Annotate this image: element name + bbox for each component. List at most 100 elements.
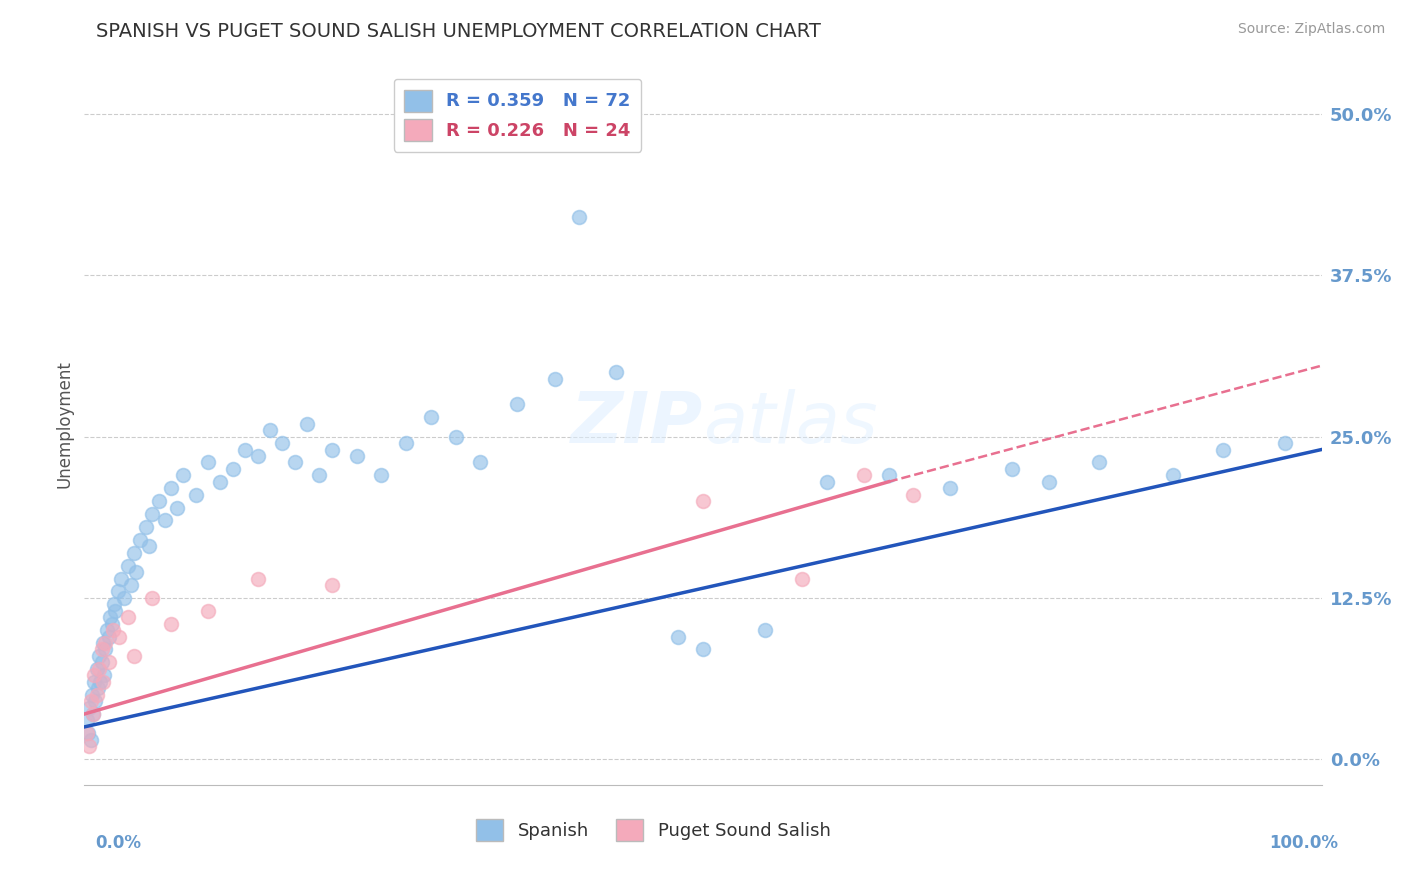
Point [370, 468, 392, 483]
Point [852, 468, 875, 483]
Point [129, 533, 152, 547]
Point [295, 417, 318, 431]
Point [76, 726, 98, 740]
Point [76, 714, 98, 728]
Point [939, 481, 962, 495]
Point [89, 662, 111, 676]
Text: 100.0%: 100.0% [1270, 834, 1339, 852]
Point [79, 700, 101, 714]
Point [125, 565, 148, 579]
Point [308, 468, 330, 483]
Point [160, 616, 183, 631]
Point [89, 648, 111, 663]
Point [122, 546, 145, 560]
Legend: Spanish, Puget Sound Salish: Spanish, Puget Sound Salish [470, 812, 838, 848]
Point [84, 694, 107, 708]
Point [395, 436, 418, 450]
Point [117, 610, 139, 624]
Point [122, 648, 145, 663]
Point [117, 558, 139, 573]
Point [197, 604, 219, 618]
Point [153, 513, 176, 527]
Point [120, 578, 142, 592]
Point [89, 674, 111, 689]
Point [107, 584, 129, 599]
Point [790, 572, 813, 586]
Point [246, 572, 269, 586]
Point [877, 468, 900, 483]
Point [222, 462, 245, 476]
Point [568, 211, 591, 225]
Point [903, 488, 925, 502]
Text: atlas: atlas [703, 389, 877, 458]
Point [98, 630, 121, 644]
Point [82, 706, 104, 721]
Point [444, 429, 467, 443]
Point [815, 475, 838, 489]
Point [506, 397, 529, 411]
Point [346, 449, 368, 463]
Point [166, 500, 188, 515]
Text: SPANISH VS PUGET SOUND SALISH UNEMPLOYMENT CORRELATION CHART: SPANISH VS PUGET SOUND SALISH UNEMPLOYME… [96, 22, 821, 41]
Point [1212, 442, 1234, 457]
Point [148, 494, 170, 508]
Point [184, 488, 207, 502]
Point [94, 636, 117, 650]
Point [90, 656, 112, 670]
Point [108, 630, 131, 644]
Point [83, 668, 105, 682]
Point [98, 656, 121, 670]
Point [233, 442, 256, 457]
Point [666, 630, 689, 644]
Point [103, 598, 125, 612]
Point [1274, 436, 1296, 450]
Point [543, 371, 565, 385]
Text: 0.0%: 0.0% [96, 834, 142, 852]
Point [1038, 475, 1060, 489]
Point [86, 688, 108, 702]
Text: ZIP: ZIP [571, 389, 703, 458]
Point [87, 681, 110, 696]
Point [96, 623, 118, 637]
Point [110, 572, 132, 586]
Point [419, 410, 441, 425]
Point [77, 726, 100, 740]
Point [82, 706, 104, 721]
Point [100, 616, 122, 631]
Point [209, 475, 232, 489]
Point [246, 449, 269, 463]
Point [86, 662, 108, 676]
Point [692, 642, 714, 657]
Point [259, 423, 281, 437]
Point [470, 455, 492, 469]
Point [160, 481, 183, 495]
Point [321, 442, 343, 457]
Point [104, 604, 127, 618]
Point [94, 642, 117, 657]
Point [79, 694, 101, 708]
Point [754, 623, 776, 637]
Point [135, 520, 157, 534]
Y-axis label: Unemployment: Unemployment [55, 359, 73, 488]
Point [141, 591, 163, 605]
Point [80, 688, 103, 702]
Point [197, 455, 219, 469]
Point [284, 455, 307, 469]
Point [90, 642, 112, 657]
Point [1088, 455, 1111, 469]
Point [98, 610, 121, 624]
Point [91, 636, 114, 650]
Point [321, 578, 343, 592]
Point [112, 591, 135, 605]
Text: Source: ZipAtlas.com: Source: ZipAtlas.com [1237, 22, 1385, 37]
Point [79, 732, 101, 747]
Point [91, 674, 114, 689]
Point [83, 674, 105, 689]
Point [138, 539, 160, 553]
Point [1001, 462, 1024, 476]
Point [172, 468, 194, 483]
Point [93, 668, 115, 682]
Point [141, 507, 163, 521]
Point [271, 436, 294, 450]
Point [79, 739, 101, 754]
